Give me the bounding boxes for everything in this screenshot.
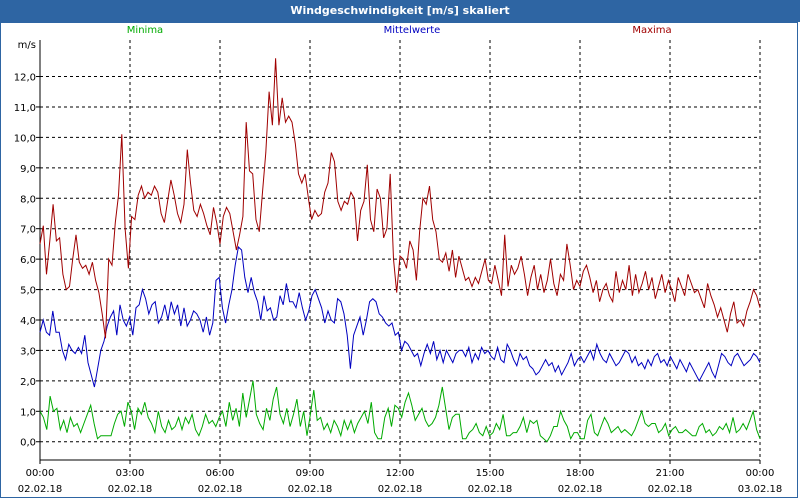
x-tick-time-label: 18:00 — [566, 468, 595, 479]
series-line-maxima — [39, 58, 761, 339]
y-tick-label: 0,0 — [20, 438, 36, 449]
y-tick-label: 9,0 — [20, 164, 36, 175]
series-line-mittelwerte — [39, 246, 761, 388]
y-tick-label: 4,0 — [20, 316, 36, 327]
series-line-minima — [39, 380, 761, 443]
grid-lines — [39, 40, 761, 461]
y-tick-label: 3,0 — [20, 346, 36, 357]
x-tick-time-label: 12:00 — [386, 468, 415, 479]
x-tick-date-label: 02.02.18 — [288, 484, 333, 495]
x-tick-time-label: 03:00 — [116, 468, 145, 479]
y-tick-label: 2,0 — [20, 377, 36, 388]
x-tick-time-label: 00:00 — [26, 468, 55, 479]
y-tick-label: 7,0 — [20, 225, 36, 236]
series-lines — [39, 58, 761, 443]
y-tick-label: 12,0 — [14, 73, 36, 84]
chart-title: Windgeschwindigkeit [m/s] skaliert — [0, 0, 800, 22]
y-tick-label: 11,0 — [14, 103, 36, 114]
x-tick-time-label: 00:00 — [746, 468, 775, 479]
x-tick-time-label: 09:00 — [296, 468, 325, 479]
y-tick-label: 8,0 — [20, 194, 36, 205]
x-tick-time-label: 06:00 — [206, 468, 235, 479]
x-tick-date-label: 02.02.18 — [378, 484, 423, 495]
y-tick-label: 5,0 — [20, 286, 36, 297]
legend: Minima Mittelwerte Maxima — [127, 25, 672, 36]
y-axis: 0,0 1,0 2,0 3,0 4,0 5,0 6,0 7,0 8,0 9,0 10,0 11,0 12… — [14, 73, 40, 449]
x-axis: 00:00 02.02.18 03:00 02.02.18 06:00 02.02.18 0… — [18, 460, 783, 495]
x-tick-date-label: 02.02.18 — [468, 484, 513, 495]
y-tick-label: 6,0 — [20, 255, 36, 266]
x-tick-date-label: 03.02.18 — [738, 484, 783, 495]
x-tick-date-label: 02.02.18 — [198, 484, 243, 495]
y-tick-label: 10,0 — [14, 133, 36, 144]
x-tick-date-label: 02.02.18 — [648, 484, 693, 495]
x-tick-time-label: 15:00 — [476, 468, 505, 479]
x-tick-date-label: 02.02.18 — [18, 484, 63, 495]
x-tick-date-label: 02.02.18 — [558, 484, 603, 495]
wind-speed-chart: 0,0 1,0 2,0 3,0 4,0 5,0 6,0 7,0 8,0 9,0 10,0 11,0 12… — [14, 25, 783, 495]
x-tick-time-label: 21:00 — [656, 468, 685, 479]
y-axis-label: m/s — [18, 40, 36, 51]
legend-entry-mittelwerte: Mittelwerte — [384, 25, 441, 36]
x-tick-date-label: 02.02.18 — [108, 484, 153, 495]
y-tick-label: 1,0 — [20, 407, 36, 418]
legend-entry-minima: Minima — [127, 25, 163, 36]
legend-entry-maxima: Maxima — [632, 25, 671, 36]
